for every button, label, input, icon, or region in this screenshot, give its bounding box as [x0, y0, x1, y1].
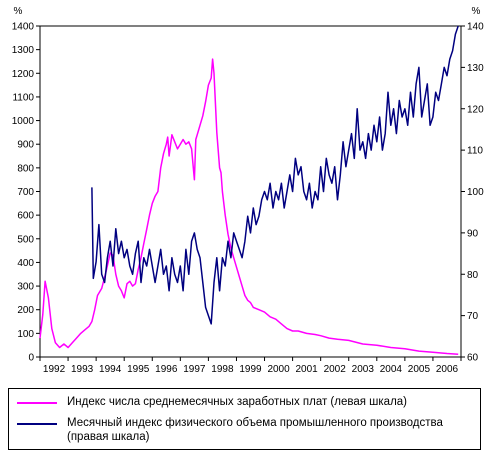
left-tick-label: 1000 [12, 116, 35, 127]
right-tick-label: 120 [467, 104, 484, 115]
left-tick-label: 900 [17, 140, 34, 151]
x-tick-label: 2001 [296, 364, 319, 375]
x-tick-label: 2003 [352, 364, 375, 375]
left-tick-label: 1400 [12, 22, 35, 33]
plot-frame [39, 25, 462, 358]
left-tick-label: 100 [17, 329, 34, 340]
left-tick-label: 300 [17, 282, 34, 293]
x-tick-label: 1999 [239, 364, 262, 375]
legend: Индекс числа среднемесячных заработных п… [8, 388, 481, 450]
x-tick-label: 1997 [183, 364, 206, 375]
legend-item-industry: Месячный индекс физического объема промы… [17, 416, 477, 444]
x-tick-label: 2000 [267, 364, 290, 375]
left-tick-label: 800 [17, 163, 34, 174]
x-tick-label: 1994 [99, 364, 122, 375]
left-tick-label: 500 [17, 234, 34, 245]
series-line-industry [91, 25, 459, 325]
right-tick-label: 60 [467, 353, 479, 364]
legend-label-wages: Индекс числа среднемесячных заработных п… [67, 396, 408, 408]
right-tick-label: 130 [467, 63, 484, 74]
x-tick-label: 2005 [408, 364, 431, 375]
x-tick-label: 1992 [43, 364, 66, 375]
left-tick-label: 1200 [12, 69, 35, 80]
legend-swatch-wages [17, 402, 57, 404]
left-tick-label: 1100 [12, 92, 34, 103]
x-tick-label: 2004 [380, 364, 403, 375]
left-tick-label: 400 [17, 258, 34, 269]
right-tick-label: 100 [467, 187, 484, 198]
x-tick-label: 1993 [71, 364, 94, 375]
legend-swatch-industry [17, 423, 57, 425]
series-line-wages [39, 58, 459, 355]
left-tick-label: 700 [17, 187, 34, 198]
right-tick-label: 110 [467, 146, 483, 157]
x-tick-label: 2006 [436, 364, 459, 375]
x-tick-label: 1995 [127, 364, 150, 375]
x-tick-label: 2002 [324, 364, 347, 375]
left-tick-label: 1300 [12, 45, 35, 56]
x-tick-label: 1998 [211, 364, 234, 375]
right-tick-label: 90 [467, 228, 479, 239]
legend-item-wages: Индекс числа среднемесячных заработных п… [17, 395, 477, 409]
chart-plot: 0 100 200 300 400 500 600 700 800 900 1000 1100 1200… [12, 6, 484, 375]
right-tick-label: 80 [467, 270, 479, 281]
legend-label-industry: Месячный индекс физического объема промы… [67, 417, 443, 443]
x-tick-label: 1996 [155, 364, 178, 375]
left-tick-label: 200 [17, 305, 34, 316]
right-tick-label: 140 [467, 22, 484, 33]
right-tick-label: 70 [467, 311, 479, 322]
right-axis-unit: % [472, 6, 481, 17]
left-tick-label: 600 [17, 211, 34, 222]
left-axis-unit: % [14, 6, 23, 17]
left-tick-label: 0 [28, 353, 34, 364]
